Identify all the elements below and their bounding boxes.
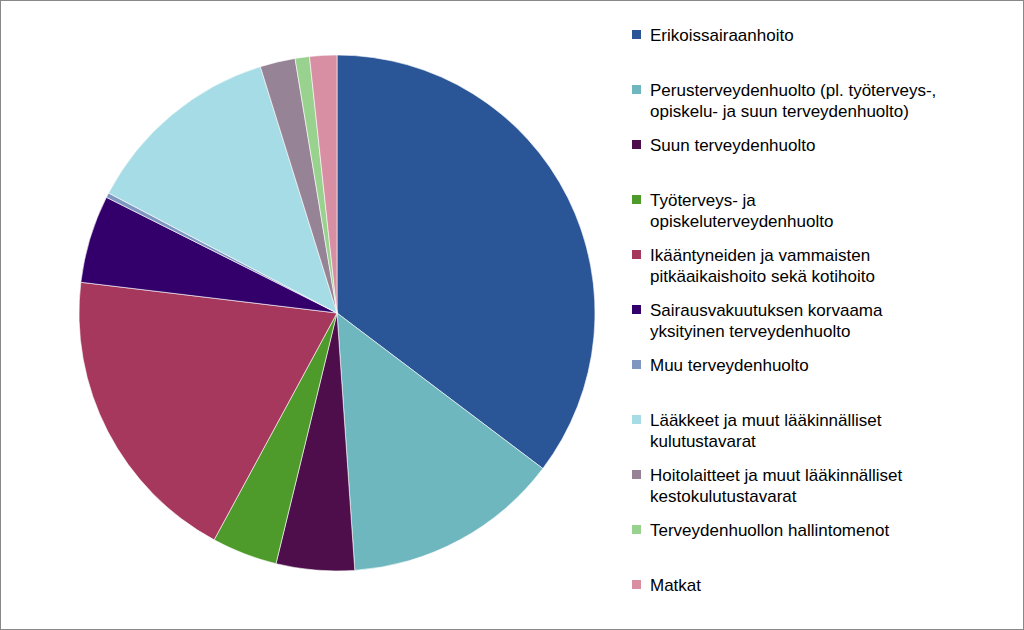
legend-swatch	[632, 305, 641, 314]
pie-slice	[337, 313, 543, 570]
legend-label: Perusterveydenhuolto (pl. työterveys-,op…	[650, 81, 936, 121]
pie-slice	[79, 282, 337, 540]
legend-label: Terveydenhuollon hallintomenot	[650, 521, 889, 540]
legend-swatch	[632, 30, 641, 39]
legend-label: Suun terveydenhuolto	[650, 136, 815, 155]
legend-swatch	[632, 85, 641, 94]
legend-label: Muu terveydenhuolto	[650, 356, 809, 375]
legend-label: Ikääntyneiden ja vammaistenpitkäaikaisho…	[650, 246, 875, 286]
legend-swatch	[632, 140, 641, 149]
legend: Erikoissairaanhoito Perusterveydenhuolto …	[632, 26, 936, 595]
chart: Erikoissairaanhoito Perusterveydenhuolto …	[0, 0, 1024, 630]
pie-slice	[309, 55, 337, 313]
pie	[79, 55, 595, 571]
legend-label: Matkat	[650, 576, 701, 595]
legend-swatch	[632, 470, 641, 479]
legend-label: Erikoissairaanhoito	[650, 26, 794, 45]
legend-label: Sairausvakuutuksen korvaamayksityinen te…	[650, 301, 883, 341]
legend-swatch	[632, 415, 641, 424]
legend-swatch	[632, 580, 641, 589]
legend-label: Lääkkeet ja muut lääkinnällisetkulutusta…	[650, 411, 882, 451]
legend-label: Työterveys- jaopiskeluterveydenhuolto	[650, 191, 833, 231]
legend-swatch	[632, 525, 641, 534]
legend-label: Hoitolaitteet ja muut lääkinnällisetkest…	[650, 466, 903, 506]
frame	[1, 1, 1024, 630]
legend-swatch	[632, 195, 641, 204]
legend-swatch	[632, 360, 641, 369]
legend-swatch	[632, 250, 641, 259]
